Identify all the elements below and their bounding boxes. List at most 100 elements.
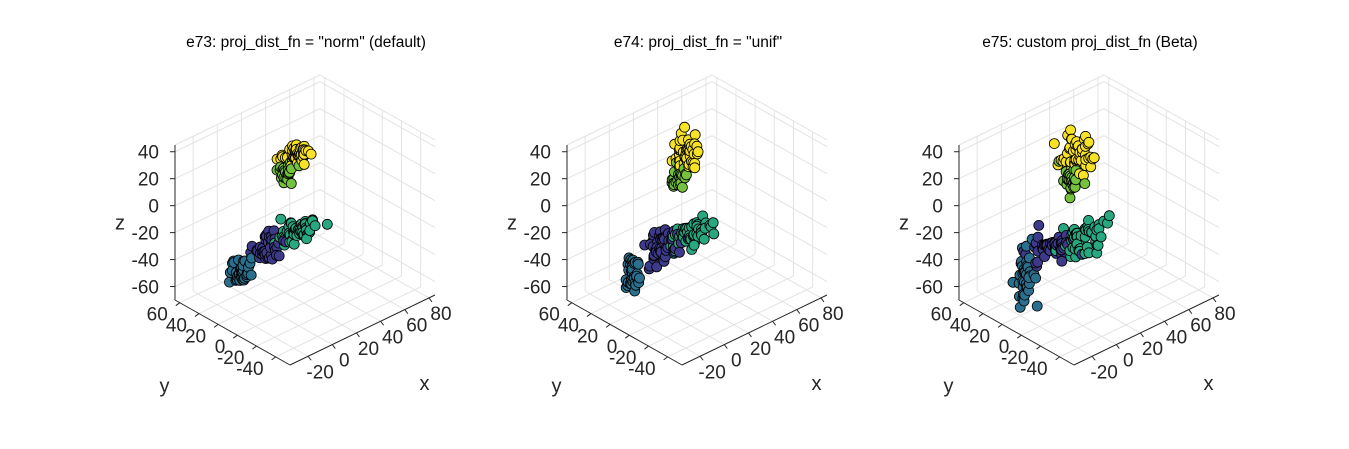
z-tick-label: -40 xyxy=(132,251,159,272)
subplot-title: e74: proj_dist_fn = "unif" xyxy=(614,34,782,51)
z-tick-label: -40 xyxy=(916,251,943,272)
x-tick-mark xyxy=(356,332,360,338)
x-tick-label: 60 xyxy=(1190,316,1211,337)
grid-line xyxy=(1103,108,1220,175)
scatter-point xyxy=(1031,300,1043,312)
scatter-point xyxy=(634,272,645,284)
y-axis-label: y xyxy=(552,376,562,398)
grid-line xyxy=(566,74,713,146)
grid-line xyxy=(174,74,321,146)
x-tick-mark xyxy=(1164,320,1169,326)
grid-line xyxy=(241,267,357,334)
y-tick-mark xyxy=(271,356,276,361)
y-tick-label: 0 xyxy=(999,337,1010,358)
x-tick-label: 80 xyxy=(1214,304,1235,325)
scatter-point xyxy=(273,250,285,262)
grid-line xyxy=(313,232,430,299)
x-tick-mark xyxy=(723,344,728,349)
scatter-point xyxy=(1083,136,1095,148)
x-tick-label: -20 xyxy=(1090,362,1117,383)
grid-line xyxy=(566,108,713,180)
scatter-point xyxy=(1079,178,1091,190)
grid-line xyxy=(1103,74,1220,141)
scatter-point xyxy=(1033,219,1045,231)
grid-line xyxy=(667,286,813,358)
y-tick-label: 40 xyxy=(558,316,579,337)
scatter-point xyxy=(1088,152,1100,164)
x-axis-label: x xyxy=(1204,373,1214,395)
subplot-e73: e73: proj_dist_fn = "norm" (default) -20… xyxy=(115,34,452,398)
grid-line xyxy=(657,255,773,322)
scatter-point xyxy=(1103,210,1115,222)
x-tick-label: 40 xyxy=(1166,327,1187,348)
x-axis-label: x xyxy=(420,373,430,395)
z-tick-label: 0 xyxy=(932,197,943,218)
x-tick-mark xyxy=(748,332,752,338)
grid-line xyxy=(648,275,794,347)
scatter-point xyxy=(674,246,685,258)
y-tick-label: 20 xyxy=(969,326,990,347)
grid-line xyxy=(711,74,828,141)
grid-line xyxy=(256,275,402,347)
y-axis-label: y xyxy=(160,376,170,398)
y-tick-label: 0 xyxy=(215,337,226,358)
y-tick-mark xyxy=(252,345,257,350)
y-tick-label: 40 xyxy=(950,316,971,337)
grid-line xyxy=(319,162,436,229)
grid-line xyxy=(633,267,749,334)
z-axis-label: z xyxy=(115,213,125,235)
grid-line xyxy=(705,232,822,299)
grid-line xyxy=(681,244,798,311)
grid-line xyxy=(958,81,1105,153)
grid-line xyxy=(174,108,321,180)
y-tick-mark xyxy=(567,302,573,307)
y-tick-mark xyxy=(194,313,200,317)
scatter-point xyxy=(245,269,257,281)
x-tick-label: -20 xyxy=(698,362,725,383)
y-tick-mark xyxy=(663,356,668,361)
y-tick-label: 60 xyxy=(147,305,168,326)
x-tick-label: 60 xyxy=(798,316,819,337)
y-tick-label: 20 xyxy=(185,326,206,347)
z-tick-label: 0 xyxy=(540,197,551,218)
grid-line xyxy=(265,255,381,322)
x-tick-label: 40 xyxy=(774,327,795,348)
x-tick-label: 0 xyxy=(339,351,350,372)
grid-line xyxy=(711,135,828,202)
scatter-points xyxy=(1007,124,1115,313)
z-axis-label: z xyxy=(899,213,909,235)
grid-line xyxy=(711,216,828,282)
z-tick-label: 20 xyxy=(138,170,159,191)
z-tick-label: -20 xyxy=(132,224,159,245)
z-tick-label: 40 xyxy=(138,143,159,164)
grid-line xyxy=(1040,275,1186,347)
scatter-point xyxy=(305,148,317,160)
y-tick-mark xyxy=(586,313,592,317)
grid-line xyxy=(711,81,828,148)
scatter-point xyxy=(321,218,333,230)
x-tick-label: 20 xyxy=(750,339,771,360)
grid-line xyxy=(289,244,406,311)
y-axis-line xyxy=(958,299,1075,366)
grid-line xyxy=(275,286,421,358)
x-axis-label: x xyxy=(812,373,822,395)
z-tick-label: 0 xyxy=(148,197,159,218)
grid-line xyxy=(319,135,436,202)
grid-line xyxy=(217,279,333,346)
scatter-point xyxy=(1056,255,1068,267)
y-tick-mark xyxy=(213,323,219,328)
x-tick-label: 20 xyxy=(358,339,379,360)
y-tick-label: -40 xyxy=(628,359,655,380)
grid-line xyxy=(566,189,713,261)
grid-line xyxy=(584,290,701,357)
z-tick-label: -20 xyxy=(916,224,943,245)
y-tick-mark xyxy=(605,323,611,328)
scatter-point xyxy=(1030,272,1041,284)
scatter-point xyxy=(632,258,644,270)
subplot-e74: e74: proj_dist_fn = "unif" -20 0 20 40 6… xyxy=(507,34,844,398)
x-tick-mark xyxy=(428,297,433,303)
z-axis-label: z xyxy=(507,213,517,235)
scatter-point xyxy=(651,261,663,273)
grid-line xyxy=(319,108,436,175)
grid-line xyxy=(1001,253,1148,325)
